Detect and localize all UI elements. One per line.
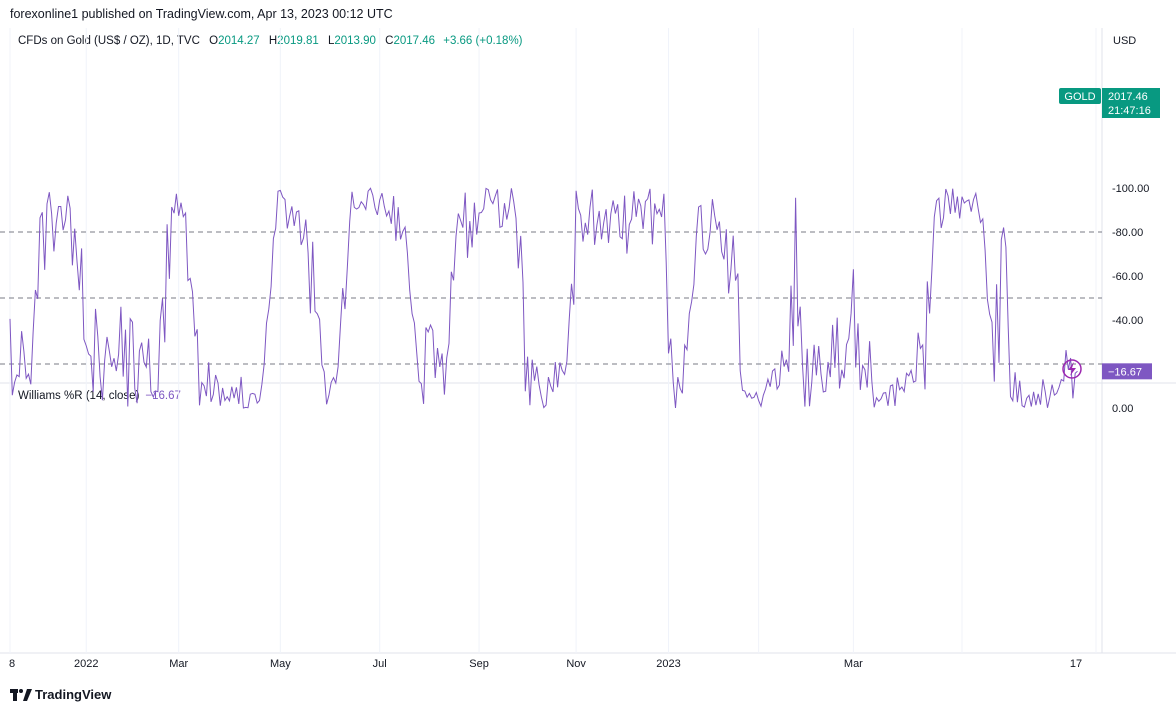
time-tick-label: 2022 [74, 658, 98, 670]
low-value: 2013.90 [334, 35, 376, 47]
open-value: 2014.27 [218, 35, 260, 47]
low-label: L [327, 35, 335, 47]
wr-badge-value: −16.67 [1108, 366, 1142, 378]
wr-value-badge [1102, 363, 1152, 380]
time-tick-label: May [270, 658, 291, 670]
change-value: +3.66 (+0.18%) [443, 35, 523, 47]
close-value: 2017.46 [393, 35, 436, 47]
time-tick-label: Mar [169, 658, 188, 670]
gold-tag-label: GOLD [1064, 91, 1095, 103]
wr-tick-label: -60.00 [1112, 271, 1143, 283]
currency-label: USD [1113, 35, 1137, 47]
tradingview-brand[interactable]: TradingView [10, 687, 111, 702]
time-tick-label: 17 [1070, 658, 1082, 670]
time-tick-label: Jul [373, 658, 387, 670]
last-price-value: 2017.46 [1108, 91, 1148, 103]
close-label: C [385, 35, 394, 47]
lightning-icon-bolt [1068, 362, 1076, 376]
williams-r-line [9, 187, 1078, 409]
open-label: O [209, 35, 219, 47]
gold-tag [1059, 88, 1101, 104]
time-tick-label: 2023 [656, 658, 680, 670]
wr-tick-label: 0.00 [1112, 403, 1133, 415]
lightning-icon[interactable] [1062, 359, 1082, 379]
symbol-name: CFDs on Gold (US$ / OZ), 1D, TVC [18, 35, 200, 47]
footer-brand-text: TradingView [35, 687, 112, 702]
wr-tick-label: -40.00 [1112, 315, 1143, 327]
time-tick-label: 8 [9, 658, 15, 670]
high-label: H [268, 35, 278, 47]
time-tick-label: Sep [469, 658, 489, 670]
high-value: 2019.81 [277, 35, 319, 47]
time-tick-label: Nov [566, 658, 586, 670]
countdown-value: 21:47:16 [1108, 105, 1151, 117]
publisher-line: forexonline1 published on TradingView.co… [10, 7, 393, 21]
tradingview-logo-icon [10, 688, 32, 701]
indicator-name: Williams %R (14, close) [18, 390, 140, 402]
symbol-legend[interactable]: CFDs on Gold (US$ / OZ), 1D, TVC O2014.2… [18, 35, 523, 47]
wr-tick-label: -80.00 [1112, 227, 1143, 239]
last-price-badge [1102, 88, 1160, 118]
wr-tick-label: -100.00 [1112, 183, 1149, 195]
time-tick-label: Mar [844, 658, 863, 670]
lightning-icon-circle [1062, 359, 1082, 379]
